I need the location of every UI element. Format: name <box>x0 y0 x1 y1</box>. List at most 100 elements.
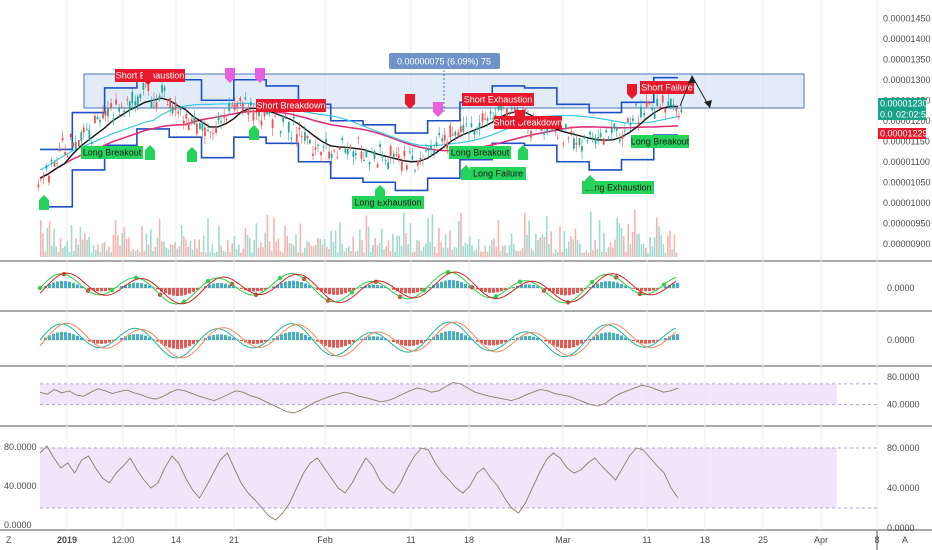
volume-bar <box>605 252 607 257</box>
volume-bar <box>293 245 295 257</box>
volume-bar <box>656 217 658 257</box>
volume-bar <box>189 240 192 257</box>
volume-bar <box>647 252 649 257</box>
volume-bar <box>167 248 170 257</box>
histogram-bar <box>396 340 399 344</box>
histogram-bar <box>512 287 515 288</box>
volume-bar <box>297 252 299 257</box>
histogram-bar <box>288 332 291 340</box>
volume-bar <box>187 246 189 257</box>
long-arrow-marker <box>249 125 259 140</box>
histogram-bar <box>156 340 159 342</box>
corner-right-button[interactable]: A <box>902 535 908 545</box>
candle-body <box>667 101 670 107</box>
histogram-bar <box>408 340 411 347</box>
histogram-bar <box>408 288 411 294</box>
volume-bar <box>405 233 407 257</box>
candle-body <box>605 130 608 133</box>
histogram-bar <box>488 340 491 346</box>
date-tick-label: 8 <box>874 535 879 545</box>
histogram-bar <box>140 283 143 288</box>
candle-body <box>317 144 319 146</box>
volume-bar <box>537 240 539 257</box>
volume-bar <box>431 214 434 257</box>
volume-bar <box>504 245 506 257</box>
candle-body <box>123 110 126 112</box>
volume-bar <box>667 235 669 257</box>
volume-bar <box>216 251 218 257</box>
candle-body <box>56 162 58 164</box>
candle-body <box>430 145 432 151</box>
last-price-tag: 0.00001230 <box>880 99 928 109</box>
short-arrow-marker <box>433 102 443 117</box>
candle-body <box>543 132 546 135</box>
volume-bar <box>528 220 530 257</box>
pane2-zero-label: 0.0000 <box>887 335 915 345</box>
volume-bar <box>128 237 130 257</box>
volume-bar <box>631 231 634 257</box>
histogram-bar <box>372 336 375 340</box>
volume-bar <box>675 252 678 257</box>
corner-left-button[interactable]: Z <box>6 535 12 545</box>
candle-body <box>187 123 190 131</box>
histogram-bar <box>496 340 499 345</box>
histogram-bar <box>504 340 507 343</box>
volume-bar <box>638 233 640 257</box>
stop-price-tag: 0.00001229 <box>880 129 928 139</box>
candle-body <box>236 102 239 108</box>
histogram-bar <box>148 337 151 340</box>
volume-bar <box>306 240 308 257</box>
volume-bar <box>106 250 108 257</box>
candle-body <box>567 137 570 139</box>
volume-bar <box>482 252 484 257</box>
price-tick-label: 0.00000900 <box>883 239 931 249</box>
histogram-bar <box>220 334 223 340</box>
volume-bar <box>81 239 84 257</box>
histogram-bar <box>272 338 275 340</box>
candle-body <box>411 156 414 160</box>
candle-body <box>524 108 527 110</box>
histogram-bar <box>320 340 323 344</box>
candle-body <box>481 113 484 122</box>
candle-body <box>573 138 575 149</box>
histogram-bar <box>176 288 179 296</box>
candle-body <box>177 111 180 114</box>
volume-bar <box>62 248 64 257</box>
volume-bar <box>266 214 269 257</box>
histogram-bar <box>140 334 143 340</box>
volume-bar <box>374 238 376 257</box>
histogram-bar <box>296 281 299 288</box>
volume-bar <box>530 248 533 257</box>
candle-body <box>333 150 336 152</box>
volume-bar <box>330 230 332 257</box>
date-tick-label: 11 <box>406 535 415 545</box>
signal-label: Long Breakout <box>631 137 690 147</box>
histogram-bar <box>512 338 515 340</box>
histogram-bar <box>676 282 679 288</box>
countdown-tag: 02:02:53 <box>896 110 931 120</box>
volume-bar <box>363 252 365 257</box>
candle-body <box>454 131 457 136</box>
candle-body <box>212 133 214 135</box>
volume-bar <box>462 246 464 257</box>
histogram-bar <box>616 282 619 288</box>
volume-bar <box>453 246 456 257</box>
histogram-bar <box>344 340 347 346</box>
histogram-bar <box>632 288 635 289</box>
histogram-bar <box>184 288 187 295</box>
volume-bar <box>594 239 596 257</box>
volume-bar <box>40 220 42 257</box>
histogram-bar <box>572 340 575 348</box>
date-axis[interactable]: 2019 12:00 14 21 Feb 11 18 Mar 11 18 25 Apr 8 <box>57 535 880 545</box>
volume-bar <box>123 227 126 257</box>
volume-bar <box>502 245 504 257</box>
histogram-bar <box>468 337 471 340</box>
volume-bar <box>634 209 636 257</box>
band-fill <box>40 448 837 508</box>
histogram-bar <box>272 286 275 288</box>
candle-body <box>562 143 565 145</box>
histogram-bar <box>440 281 443 288</box>
date-tick-label: Mar <box>555 535 571 545</box>
